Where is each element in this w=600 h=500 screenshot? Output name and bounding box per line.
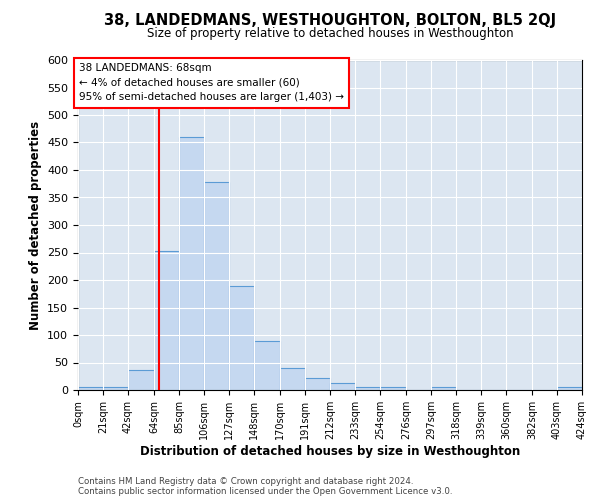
Bar bbox=[128, 370, 154, 390]
Bar bbox=[305, 378, 330, 390]
Bar bbox=[280, 368, 305, 390]
Bar bbox=[380, 387, 406, 390]
Bar bbox=[154, 251, 179, 390]
Bar bbox=[431, 387, 456, 390]
Text: 38, LANDEDMANS, WESTHOUGHTON, BOLTON, BL5 2QJ: 38, LANDEDMANS, WESTHOUGHTON, BOLTON, BL… bbox=[104, 12, 556, 28]
X-axis label: Distribution of detached houses by size in Westhoughton: Distribution of detached houses by size … bbox=[140, 444, 520, 458]
Bar bbox=[179, 137, 204, 390]
Bar bbox=[330, 384, 355, 390]
Text: 38 LANDEDMANS: 68sqm
← 4% of detached houses are smaller (60)
95% of semi-detach: 38 LANDEDMANS: 68sqm ← 4% of detached ho… bbox=[79, 62, 344, 102]
Text: Size of property relative to detached houses in Westhoughton: Size of property relative to detached ho… bbox=[146, 28, 514, 40]
Text: Contains HM Land Registry data © Crown copyright and database right 2024.: Contains HM Land Registry data © Crown c… bbox=[78, 478, 413, 486]
Bar bbox=[229, 286, 254, 390]
Bar bbox=[355, 387, 380, 390]
Y-axis label: Number of detached properties: Number of detached properties bbox=[29, 120, 41, 330]
Bar bbox=[557, 387, 582, 390]
Bar bbox=[254, 341, 280, 390]
Bar bbox=[78, 387, 103, 390]
Bar bbox=[103, 387, 128, 390]
Bar bbox=[204, 182, 229, 390]
Text: Contains public sector information licensed under the Open Government Licence v3: Contains public sector information licen… bbox=[78, 488, 452, 496]
